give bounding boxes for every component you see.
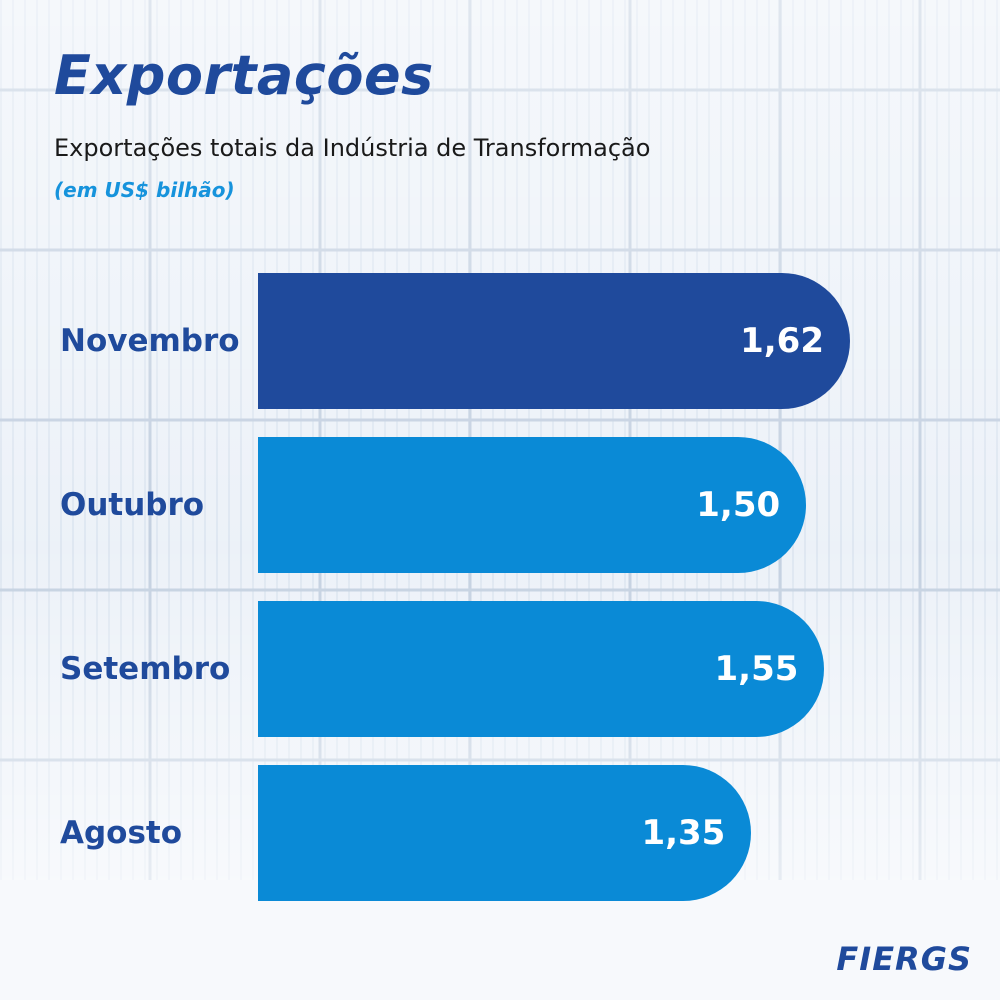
unit-note: (em US$ bilhão): [54, 178, 235, 202]
category-label: Novembro: [60, 323, 240, 359]
bar: [258, 765, 752, 901]
page-title: Exportações: [54, 44, 434, 107]
category-label: Outubro: [60, 487, 205, 523]
bar-value-label: 1,62: [740, 321, 824, 361]
bar: [258, 601, 825, 737]
fiergs-logo: FIERGS: [836, 940, 972, 978]
bar: [258, 437, 807, 573]
category-label: Agosto: [60, 815, 183, 851]
category-label: Setembro: [60, 651, 231, 687]
bar-value-label: 1,35: [641, 813, 726, 853]
chart-subtitle: Exportações totais da Indústria de Trans…: [54, 134, 651, 162]
bar: [258, 273, 850, 409]
bar-value-label: 1,50: [696, 485, 781, 525]
bar-value-label: 1,55: [714, 649, 799, 689]
